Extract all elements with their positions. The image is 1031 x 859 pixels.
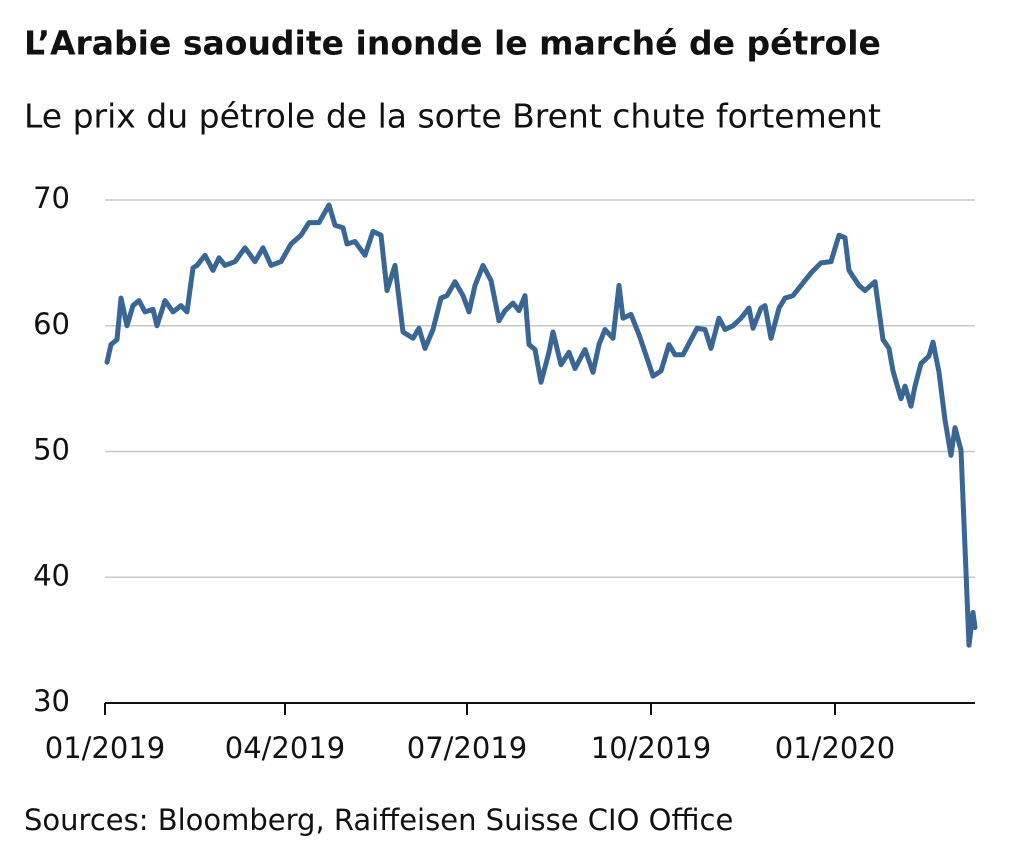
y-tick-label: 60 [33, 307, 70, 341]
chart-title: L’Arabie saoudite inonde le marché de pé… [24, 24, 881, 63]
line [104, 202, 978, 648]
x-tick-label: 10/2019 [591, 731, 711, 765]
chart-subtitle: Le prix du pétrole de la sorte Brent chu… [24, 97, 881, 136]
x-tick-label: 04/2019 [225, 731, 345, 765]
y-tick-label: 30 [33, 684, 70, 718]
y-tick-label: 40 [33, 558, 70, 592]
x-tick-label: 07/2019 [407, 731, 527, 765]
x-tick-label: 01/2020 [775, 731, 895, 765]
y-tick-label: 50 [33, 433, 70, 467]
x-tick-label: 01/2019 [45, 731, 165, 765]
source: Sources: Bloomberg, Raiffeisen Suisse CI… [24, 803, 733, 837]
y-tick-label: 70 [33, 181, 70, 215]
